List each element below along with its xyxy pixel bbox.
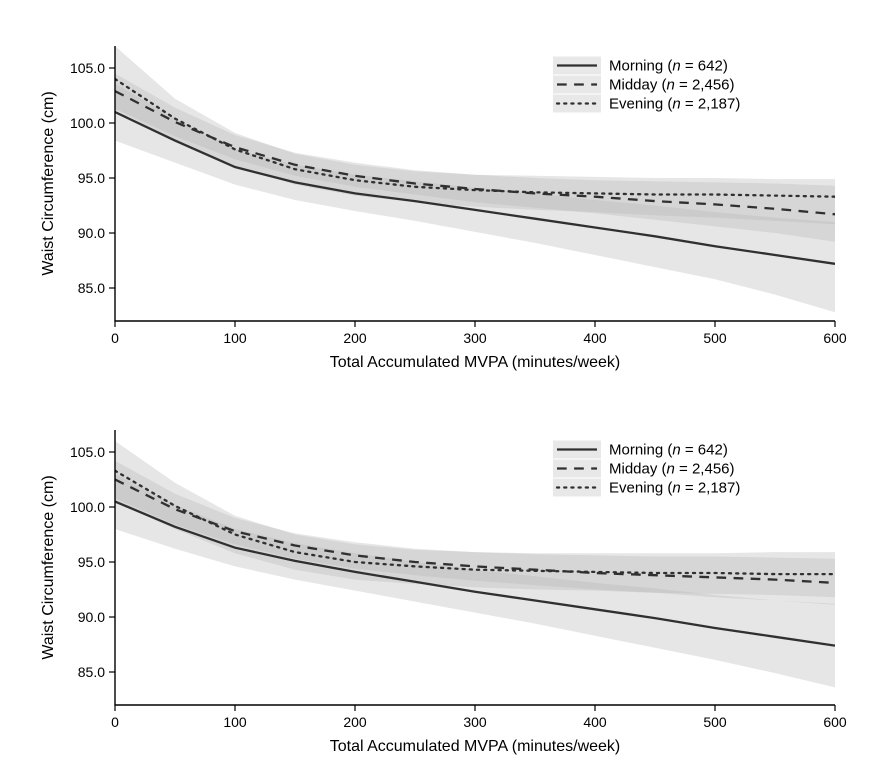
x-tick-label: 200 — [343, 714, 367, 730]
legend-label: Evening (n = 2,187) — [609, 480, 740, 497]
y-tick-label: 85.0 — [78, 664, 105, 680]
y-tick-label: 100.0 — [70, 499, 105, 515]
y-axis-title: Waist Circumference (cm) — [40, 475, 57, 659]
legend: Morning (n = 642) Midday (n = 2,456) Eveni… — [553, 441, 740, 497]
x-tick-label: 600 — [823, 714, 847, 730]
chart-panel-bottom: 0 100 200 300 400 500 600 85.0 90.0 95.0 100.0 105.… — [0, 0, 891, 778]
x-tick-label: 400 — [583, 714, 607, 730]
legend-label: Morning (n = 642) — [609, 442, 728, 459]
legend-label: Midday (n = 2,456) — [609, 461, 735, 478]
y-tick-label: 90.0 — [78, 609, 105, 625]
x-axis-title: Total Accumulated MVPA (minutes/week) — [330, 738, 621, 755]
x-tick-label: 300 — [463, 714, 487, 730]
x-tick-label: 0 — [111, 714, 119, 730]
y-tick-label: 95.0 — [78, 554, 105, 570]
x-tick-label: 100 — [223, 714, 247, 730]
figure: 0 100 200 300 400 500 600 85.0 90.0 95.0 100.0 105.… — [0, 0, 891, 778]
y-tick-label: 105.0 — [70, 444, 105, 460]
x-tick-label: 500 — [703, 714, 727, 730]
chart-svg: 0 100 200 300 400 500 600 85.0 90.0 95.0 100.0 105.… — [0, 0, 891, 778]
